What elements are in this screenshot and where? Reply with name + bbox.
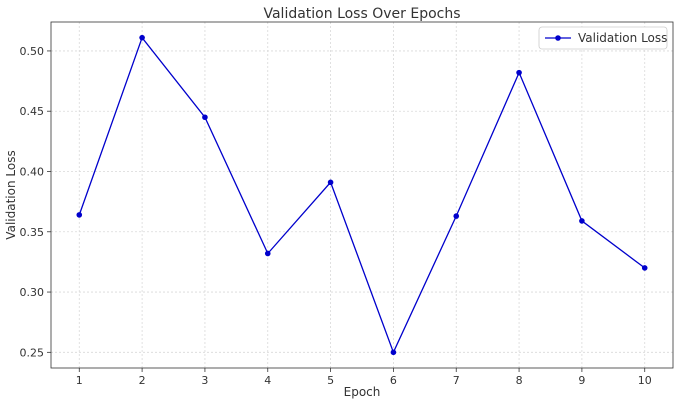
data-point: [327, 179, 334, 186]
data-point: [264, 250, 271, 257]
legend-marker-swatch: [555, 35, 561, 41]
y-tick-label: 0.25: [20, 346, 45, 359]
x-tick-label: 2: [139, 374, 146, 387]
y-tick-label: 0.50: [20, 45, 45, 58]
x-tick-label: 7: [453, 374, 460, 387]
x-tick-label: 9: [578, 374, 585, 387]
y-tick-label: 0.35: [20, 226, 45, 239]
x-tick-label: 10: [638, 374, 652, 387]
chart-title: Validation Loss Over Epochs: [263, 6, 460, 22]
legend: Validation Loss: [538, 26, 668, 50]
x-tick-label: 1: [76, 374, 83, 387]
x-tick-label: 6: [390, 374, 397, 387]
x-tick-label: 5: [327, 374, 334, 387]
plot-area-frame: [50, 21, 674, 369]
data-point: [202, 114, 208, 121]
data-point: [453, 213, 460, 219]
grid: [51, 22, 673, 368]
data-point: [76, 212, 83, 218]
x-tick-label: 3: [201, 374, 208, 387]
data-point: [390, 349, 397, 356]
x-axis-label: Epoch: [344, 385, 381, 399]
y-axis-label: Validation Loss: [4, 150, 18, 239]
y-tick-label: 0.40: [20, 165, 45, 178]
series-line: [78, 36, 646, 354]
x-tick-label: 4: [264, 374, 271, 387]
series-layer: [76, 34, 648, 356]
x-axis-ticks: 1 2 3 4 5 6 7 8 9 10: [76, 368, 652, 387]
data-point: [579, 218, 585, 224]
y-tick-label: 0.45: [20, 105, 45, 118]
y-axis-ticks: 0.25 0.30 0.35 0.40 0.45 0.50: [20, 45, 51, 359]
data-point: [516, 69, 522, 76]
data-point: [139, 34, 145, 41]
data-point: [641, 265, 648, 271]
x-tick-label: 8: [516, 374, 523, 387]
y-tick-label: 0.30: [20, 286, 45, 299]
legend-label: Validation Loss: [578, 31, 667, 45]
legend-box: [538, 26, 668, 50]
